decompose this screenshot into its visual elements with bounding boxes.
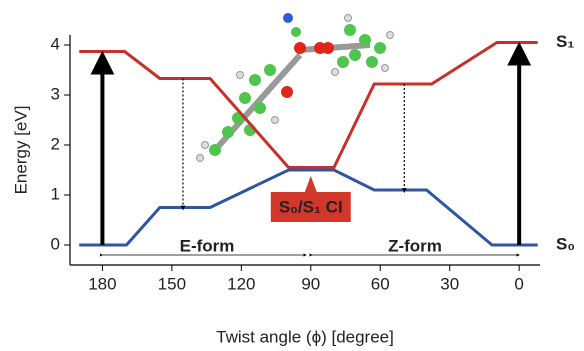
x-axis-label: Twist angle (ϕ) [degree]: [216, 327, 394, 346]
x-tick-label: 60: [371, 274, 390, 293]
y-tick-label: 4: [51, 34, 60, 53]
y-axis-label: Energy [eV]: [11, 106, 30, 195]
y-tick-label: 2: [51, 134, 60, 153]
chart: Twist angle (ϕ) [degree] Energy [eV] 012…: [0, 0, 584, 351]
y-tick-label: 1: [51, 184, 60, 203]
y-tick-label: 0: [51, 234, 60, 253]
x-tick-label: 150: [158, 274, 186, 293]
x-tick-label: 0: [514, 274, 523, 293]
x-tick-label: 90: [301, 274, 320, 293]
molecule: [197, 13, 394, 162]
callout-label: S₀/S₁ CI: [279, 197, 343, 216]
annotation: Z-form: [388, 236, 442, 255]
x-tick-label: 180: [88, 274, 116, 293]
legend-label: S₁: [556, 32, 574, 51]
annotation: E-form: [180, 236, 235, 255]
y-tick-label: 3: [51, 84, 60, 103]
legend-label: S₀: [556, 234, 575, 253]
x-tick-label: 30: [440, 274, 459, 293]
x-tick-label: 120: [227, 274, 255, 293]
series-line: [79, 43, 537, 168]
